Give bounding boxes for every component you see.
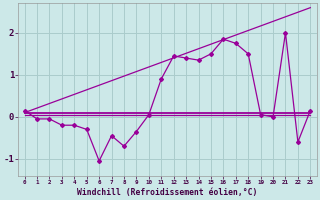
X-axis label: Windchill (Refroidissement éolien,°C): Windchill (Refroidissement éolien,°C)	[77, 188, 258, 197]
